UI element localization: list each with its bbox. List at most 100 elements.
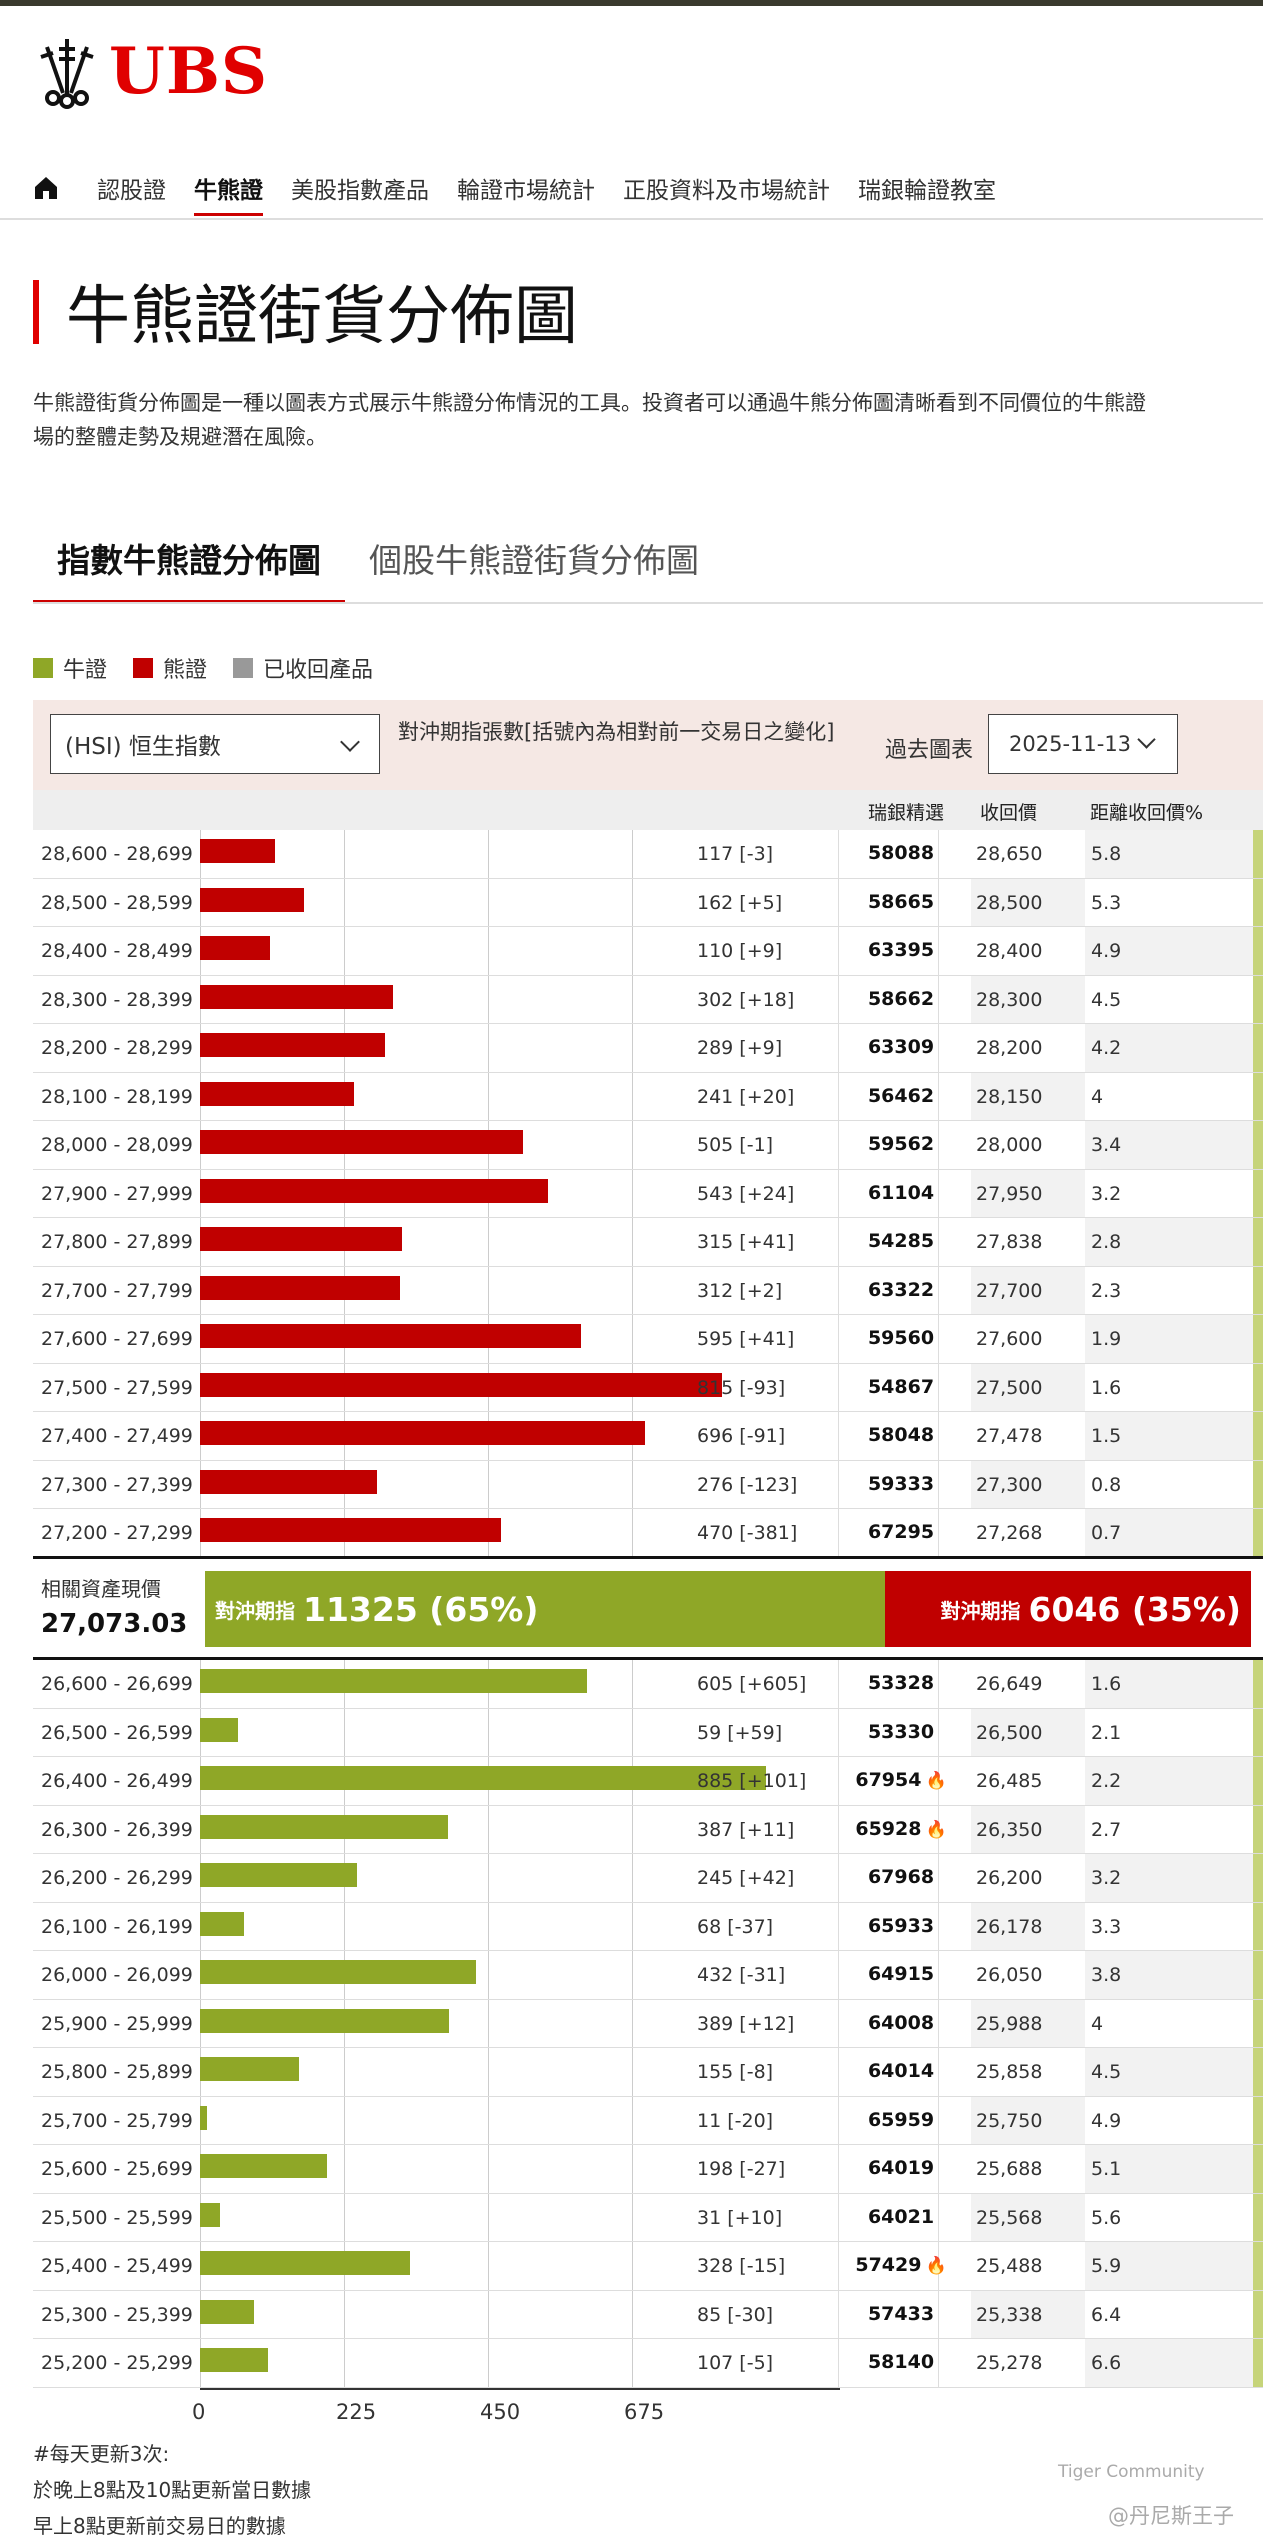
product-code-text: 58088	[867, 842, 935, 864]
index-select[interactable]: (HSI) 恒生指數	[50, 714, 380, 774]
product-code-text: 61104	[867, 1181, 935, 1204]
nav-item-cbbc[interactable]: 牛熊證	[180, 160, 277, 216]
distribution-bar[interactable]	[200, 2057, 300, 2081]
distribution-bar[interactable]	[200, 1717, 238, 1742]
distribution-bar[interactable]	[200, 1324, 581, 1348]
distribution-bar[interactable]	[200, 2251, 410, 2275]
distribution-bar[interactable]	[200, 1033, 385, 1057]
distribution-bar[interactable]	[200, 1178, 548, 1203]
distribution-bar[interactable]	[200, 1227, 402, 1251]
row-divider	[33, 1314, 1263, 1315]
tab-index-cbbc[interactable]: 指數牛熊證分佈圖	[33, 524, 345, 604]
call-price: 28,200	[976, 1037, 1043, 1059]
distribution-bar[interactable]	[200, 1766, 767, 1790]
distance-to-call: 5.9	[1091, 2255, 1122, 2277]
title-accent	[33, 280, 39, 344]
product-code[interactable]: 54867	[833, 1376, 969, 1398]
date-select[interactable]: 2025-11-13	[988, 714, 1178, 774]
nav-item-warrants[interactable]: 認股證	[97, 178, 166, 204]
product-code[interactable]: 58088	[833, 842, 969, 864]
product-code[interactable]: 64008	[833, 2012, 969, 2034]
page-title: 牛熊證街貨分佈圖	[66, 280, 578, 354]
product-code[interactable]: 59333	[833, 1473, 969, 1495]
product-code[interactable]: 64019	[833, 2157, 969, 2179]
product-code[interactable]: 57433	[833, 2303, 969, 2325]
distribution-bar[interactable]	[200, 1275, 400, 1300]
top-accent-line	[0, 0, 1263, 6]
tab-stock-cbbc[interactable]: 個股牛熊證街貨分佈圖	[369, 541, 699, 580]
product-code[interactable]: 67968	[833, 1866, 969, 1888]
price-range: 26,000 - 26,099	[41, 1964, 193, 1986]
distribution-bar[interactable]	[200, 2154, 327, 2178]
table-row: 25,500 - 25,599 31 [+10] 64021 25,568 5.6	[33, 2193, 1263, 2242]
product-code[interactable]: 63395	[833, 939, 969, 961]
row-edge	[1253, 2242, 1263, 2291]
product-code[interactable]: 65959	[833, 2109, 969, 2131]
distribution-bar[interactable]	[200, 2202, 220, 2227]
bull-hedge-value: 11325 (65%)	[303, 1589, 539, 1629]
header-call-price: 收回價	[980, 802, 1038, 824]
hedge-count: 470 [-381]	[697, 1522, 798, 1544]
distribution-bar[interactable]	[200, 1469, 377, 1494]
distribution-bar[interactable]	[200, 1130, 524, 1154]
product-code[interactable]: 65928 🔥	[833, 1818, 969, 1840]
product-code[interactable]: 67295	[833, 1521, 969, 1543]
product-code[interactable]: 65933	[833, 1915, 969, 1937]
product-code[interactable]: 54285	[833, 1230, 969, 1252]
product-code[interactable]: 64014	[833, 2060, 969, 2082]
hedge-count: 289 [+9]	[697, 1037, 783, 1059]
product-code[interactable]: 53330	[833, 1721, 969, 1743]
distribution-bar[interactable]	[200, 1863, 357, 1887]
hedge-label: 對沖期指張數[括號內為相對前一交易日之變化]	[398, 720, 835, 744]
product-code[interactable]: 58665	[833, 891, 969, 913]
product-code[interactable]: 59562	[833, 1133, 969, 1155]
nav-item-us-index[interactable]: 美股指數產品	[291, 178, 429, 204]
product-code[interactable]: 64021	[833, 2206, 969, 2228]
product-code[interactable]: 58662	[833, 988, 969, 1010]
distribution-bar[interactable]	[200, 1372, 722, 1397]
product-code[interactable]: 64915	[833, 1963, 969, 1985]
distribution-bar[interactable]	[200, 1081, 355, 1106]
nav-item-stock-data[interactable]: 正股資料及市場統計	[623, 178, 830, 204]
distribution-bar[interactable]	[200, 1814, 448, 1839]
product-code[interactable]: 56462	[833, 1085, 969, 1107]
distribution-bar[interactable]	[200, 1518, 501, 1542]
ubs-logo[interactable]: UBS	[33, 34, 268, 109]
x-tick-label: 0	[192, 2400, 206, 2424]
product-code[interactable]: 63322	[833, 1279, 969, 1301]
product-code[interactable]: 59560	[833, 1327, 969, 1349]
distribution-bar[interactable]	[200, 1911, 244, 1936]
product-code-text: 63395	[867, 939, 935, 961]
home-icon[interactable]	[33, 175, 59, 201]
distribution-bar[interactable]	[200, 1669, 588, 1693]
chevron-down-icon	[340, 732, 360, 752]
distribution-bar[interactable]	[200, 2105, 208, 2130]
hedge-count: 59 [+59]	[697, 1721, 783, 1744]
nav-item-market-stats[interactable]: 輪證市場統計	[457, 178, 595, 204]
distribution-bar[interactable]	[200, 839, 275, 863]
index-select-value: (HSI) 恒生指數	[65, 734, 221, 760]
distribution-bar[interactable]	[200, 1960, 477, 1984]
nav-item-education[interactable]: 瑞銀輪證教室	[858, 178, 996, 204]
product-code[interactable]: 61104	[833, 1182, 969, 1204]
product-code-text: 57429	[855, 2254, 922, 2276]
distribution-bar[interactable]	[200, 1421, 646, 1445]
product-code[interactable]: 63309	[833, 1036, 969, 1058]
table-row: 26,300 - 26,399 387 [+11] 65928 🔥 26,350 2.7	[33, 1805, 1263, 1854]
distribution-bar[interactable]	[200, 2348, 269, 2372]
distribution-bar[interactable]	[200, 936, 271, 960]
row-edge	[1253, 1363, 1263, 1412]
product-code[interactable]: 58140	[833, 2351, 969, 2373]
distribution-bar[interactable]	[200, 2299, 255, 2324]
product-code[interactable]: 57429 🔥	[833, 2254, 969, 2276]
distribution-bar[interactable]	[200, 984, 394, 1009]
row-divider	[33, 1853, 1263, 1854]
distribution-bar[interactable]	[200, 2008, 449, 2033]
distribution-bar[interactable]	[200, 887, 304, 912]
product-code[interactable]: 53328	[833, 1672, 969, 1694]
distance-to-call: 4.5	[1091, 2061, 1122, 2083]
product-code[interactable]: 67954 🔥	[833, 1769, 969, 1791]
header-distance: 距離收回價%	[1090, 802, 1204, 824]
product-code[interactable]: 58048	[833, 1424, 969, 1446]
row-divider	[33, 1459, 1263, 1461]
